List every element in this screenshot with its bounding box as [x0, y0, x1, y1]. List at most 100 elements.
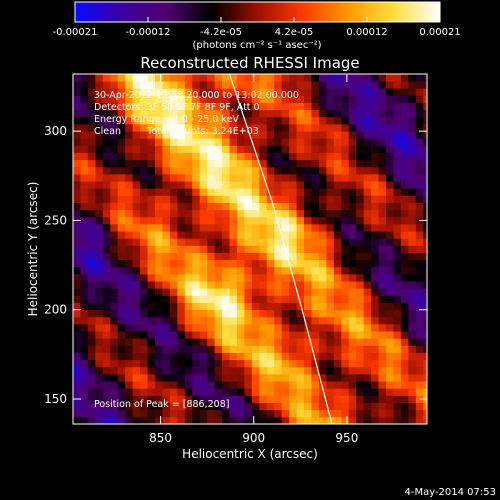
heatmap-cell [125, 81, 134, 89]
heatmap-cell [154, 124, 163, 132]
heatmap-cell [73, 159, 81, 168]
heatmap-cell [207, 316, 215, 325]
heatmap-cell [363, 188, 372, 196]
heatmap-cell [132, 131, 141, 139]
heatmap-cell [408, 274, 417, 282]
heatmap-cell [125, 388, 134, 396]
heatmap-cell [73, 95, 81, 103]
heatmap-cell [199, 245, 208, 253]
heatmap-cell [259, 381, 268, 389]
heatmap-cell [177, 188, 186, 196]
heatmap-cell [259, 159, 268, 168]
heatmap-cell [400, 188, 409, 196]
heatmap-cell [192, 116, 201, 125]
heatmap-cell [363, 152, 372, 161]
heatmap-cell [244, 109, 253, 118]
heatmap-cell [192, 209, 201, 218]
heatmap-cell [87, 124, 96, 132]
heatmap-cell [222, 324, 230, 332]
heatmap-cell [87, 374, 96, 382]
heatmap-cell [236, 388, 245, 396]
heatmap-cell [311, 302, 320, 311]
heatmap-cell [304, 224, 312, 232]
heatmap-cell [229, 366, 238, 375]
heatmap-cell [400, 402, 409, 411]
heatmap-cell [333, 95, 342, 103]
heatmap-cell [311, 388, 320, 396]
heatmap-cell [125, 295, 134, 303]
heatmap-cell [348, 116, 357, 125]
heatmap-cell [386, 224, 394, 232]
heatmap-cell [341, 131, 350, 139]
heatmap-cell [386, 209, 394, 218]
heatmap-cell [154, 88, 163, 96]
heatmap-cell [102, 302, 111, 311]
heatmap-cell [408, 159, 417, 168]
heatmap-cell [229, 388, 238, 396]
heatmap-cell [378, 195, 387, 203]
heatmap-cell [132, 181, 141, 189]
heatmap-cell [117, 345, 126, 353]
heatmap-cell [378, 152, 387, 161]
heatmap-cell [236, 166, 245, 175]
heatmap-cell [73, 166, 81, 175]
heatmap-cell [304, 188, 312, 196]
heatmap-cell [415, 338, 424, 346]
heatmap-cell [326, 131, 335, 139]
heatmap-cell [110, 309, 119, 318]
heatmap-cell [393, 259, 402, 268]
heatmap-cell [110, 152, 119, 161]
heatmap-cell [162, 209, 171, 218]
heatmap-cell [199, 88, 208, 96]
heatmap-cell [199, 316, 208, 325]
heatmap-cell [117, 395, 126, 403]
heatmap-cell [110, 174, 119, 182]
heatmap-cell [423, 138, 427, 146]
heatmap-cell [177, 395, 186, 403]
heatmap-cell [266, 238, 275, 246]
heatmap-cell [125, 95, 134, 103]
heatmap-cell [207, 188, 215, 196]
heatmap-cell [281, 416, 290, 424]
heatmap-cell [289, 109, 297, 118]
heatmap-cell [289, 295, 297, 303]
heatmap-cell [95, 381, 104, 389]
heatmap-cell [356, 109, 365, 118]
heatmap-cell [147, 95, 156, 103]
heatmap-cell [244, 295, 253, 303]
heatmap-cell [304, 152, 312, 161]
heatmap-cell [169, 224, 178, 232]
heatmap-cell [132, 302, 141, 311]
heatmap-cell [363, 238, 372, 246]
heatmap-cell [147, 252, 156, 261]
heatmap-cell [311, 159, 320, 168]
heatmap-cell [386, 88, 394, 96]
heatmap-cell [326, 324, 335, 332]
heatmap-cell [102, 374, 111, 382]
heatmap-cell [87, 274, 96, 282]
heatmap-cell [371, 402, 379, 411]
heatmap-cell [154, 152, 163, 161]
heatmap-cell [177, 266, 186, 275]
heatmap-cell [378, 259, 387, 268]
heatmap-cell [393, 416, 402, 424]
heatmap-cell [408, 152, 417, 161]
heatmap-cell [274, 388, 283, 396]
heatmap-cell [147, 388, 156, 396]
heatmap-cell [251, 152, 260, 161]
heatmap-cell [393, 116, 402, 125]
heatmap-cell [140, 302, 148, 311]
heatmap-cell [386, 195, 394, 203]
heatmap-cell [140, 131, 148, 139]
heatmap-cell [125, 402, 134, 411]
heatmap-cell [266, 338, 275, 346]
heatmap-cell [207, 209, 215, 218]
heatmap-cell [87, 352, 96, 361]
heatmap-cell [162, 302, 171, 311]
heatmap-cell [400, 124, 409, 132]
heatmap-cell [184, 352, 193, 361]
heatmap-cell [132, 145, 141, 153]
heatmap-cell [147, 281, 156, 289]
heatmap-cell [333, 188, 342, 196]
heatmap-cell [311, 252, 320, 261]
